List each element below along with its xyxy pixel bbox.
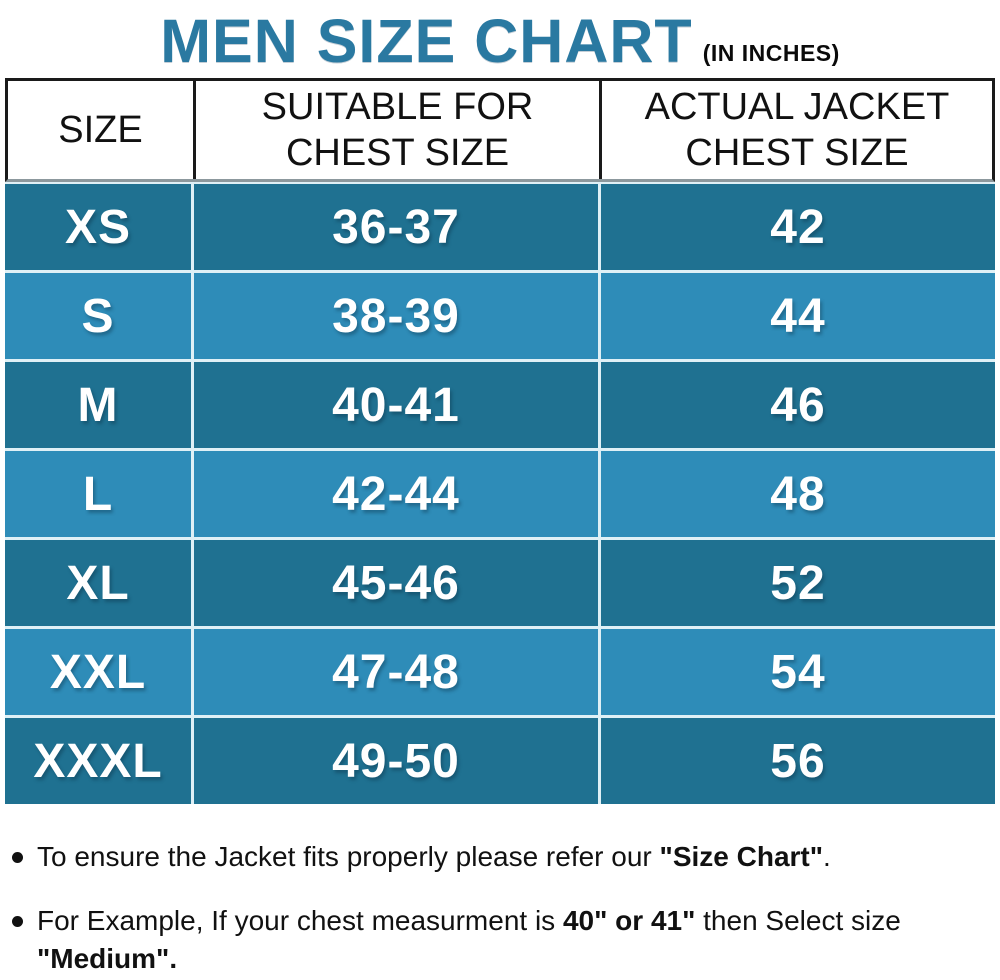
table-row: XS 36-37 42 bbox=[5, 184, 995, 270]
actual-chest-cell: 48 bbox=[601, 451, 995, 537]
actual-chest-cell: 42 bbox=[601, 184, 995, 270]
size-cell: XS bbox=[5, 184, 191, 270]
note-size-chart: To ensure the Jacket fits properly pleas… bbox=[10, 838, 986, 876]
table-body: XS 36-37 42 S 38-39 44 M 40-41 46 L 42-4… bbox=[5, 182, 995, 804]
table-row: XXXL 49-50 56 bbox=[5, 718, 995, 804]
suitable-chest-cell: 42-44 bbox=[194, 451, 598, 537]
size-cell: M bbox=[5, 362, 191, 448]
suitable-chest-cell: 40-41 bbox=[194, 362, 598, 448]
actual-chest-cell: 54 bbox=[601, 629, 995, 715]
footnotes: To ensure the Jacket fits properly pleas… bbox=[0, 804, 1000, 977]
actual-chest-cell: 52 bbox=[601, 540, 995, 626]
size-cell: XL bbox=[5, 540, 191, 626]
size-cell: S bbox=[5, 273, 191, 359]
bullet-icon bbox=[12, 915, 23, 927]
suitable-chest-cell: 45-46 bbox=[194, 540, 598, 626]
size-cell: XXL bbox=[5, 629, 191, 715]
note-line-1: For Example, If your chest measurment is… bbox=[37, 904, 901, 936]
table-row: S 38-39 44 bbox=[5, 273, 995, 359]
table-row: XL 45-46 52 bbox=[5, 540, 995, 626]
note-line-2: "Medium". bbox=[37, 942, 178, 974]
actual-chest-cell: 56 bbox=[601, 718, 995, 804]
note-text: For Example, If your chest measurment is… bbox=[37, 902, 901, 978]
actual-chest-cell: 46 bbox=[601, 362, 995, 448]
table-row: XXL 47-48 54 bbox=[5, 629, 995, 715]
bullet-icon bbox=[12, 852, 23, 863]
title-row: MEN SIZE CHART (IN INCHES) bbox=[0, 0, 1000, 72]
page-title: MEN SIZE CHART bbox=[160, 7, 693, 75]
table-row: M 40-41 46 bbox=[5, 362, 995, 448]
table-row: L 42-44 48 bbox=[5, 451, 995, 537]
note-text: To ensure the Jacket fits properly pleas… bbox=[37, 841, 831, 872]
note-example: For Example, If your chest measurment is… bbox=[10, 902, 986, 978]
actual-chest-cell: 44 bbox=[601, 273, 995, 359]
column-header-size: SIZE bbox=[8, 81, 196, 179]
suitable-chest-cell: 49-50 bbox=[194, 718, 598, 804]
size-table: SIZE SUITABLE FOR CHEST SIZE ACTUAL JACK… bbox=[5, 78, 995, 804]
suitable-chest-cell: 38-39 bbox=[194, 273, 598, 359]
column-header-suitable-chest: SUITABLE FOR CHEST SIZE bbox=[196, 81, 602, 179]
size-cell: L bbox=[5, 451, 191, 537]
page-title-units: (IN INCHES) bbox=[702, 40, 840, 66]
column-header-actual-chest: ACTUAL JACKET CHEST SIZE bbox=[644, 85, 950, 174]
suitable-chest-cell: 47-48 bbox=[194, 629, 598, 715]
suitable-chest-cell: 36-37 bbox=[194, 184, 598, 270]
table-header-row: SIZE SUITABLE FOR CHEST SIZE ACTUAL JACK… bbox=[5, 78, 995, 182]
size-cell: XXXL bbox=[5, 718, 191, 804]
